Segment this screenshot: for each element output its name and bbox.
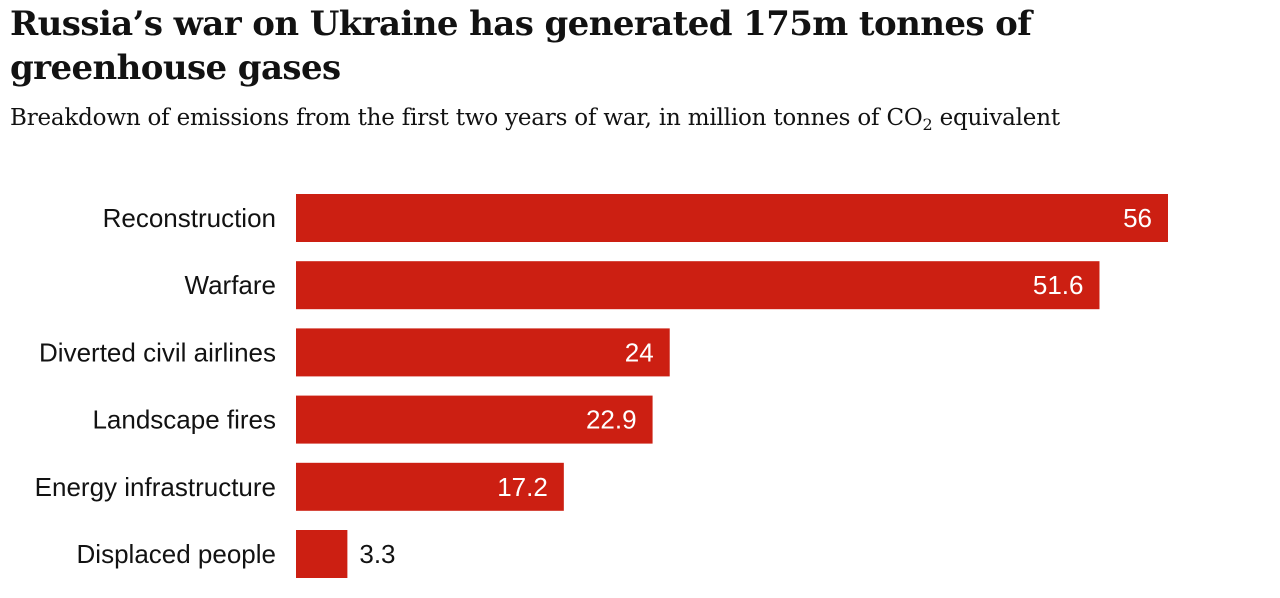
category-label-diverted-civil-airlines: Diverted civil airlines xyxy=(39,337,276,367)
chart-subtitle: Breakdown of emissions from the first tw… xyxy=(10,102,1060,134)
value-label-reconstruction: 56 xyxy=(1123,203,1152,233)
value-label-landscape-fires: 22.9 xyxy=(586,405,637,435)
subtitle-subscript: 2 xyxy=(922,115,933,134)
bar-reconstruction xyxy=(296,194,1168,242)
bar-diverted-civil-airlines xyxy=(296,328,670,377)
category-label-reconstruction: Reconstruction xyxy=(103,203,276,233)
bar-landscape-fires xyxy=(296,395,653,444)
bar-warfare xyxy=(296,261,1100,310)
category-label-energy-infrastructure: Energy infrastructure xyxy=(35,472,276,502)
value-label-energy-infrastructure: 17.2 xyxy=(497,472,548,502)
category-label-displaced-people: Displaced people xyxy=(77,539,276,569)
subtitle-text-end: equivalent xyxy=(932,105,1060,131)
bar-displaced-people xyxy=(296,530,348,578)
chart-title: Russia’s war on Ukraine has generated 17… xyxy=(10,4,1032,88)
value-label-displaced-people: 3.3 xyxy=(359,539,395,569)
value-label-diverted-civil-airlines: 24 xyxy=(625,337,654,367)
subtitle-text: Breakdown of emissions from the first tw… xyxy=(10,105,923,131)
category-label-warfare: Warfare xyxy=(185,270,277,300)
value-label-warfare: 51.6 xyxy=(1033,270,1084,300)
bar-energy-infrastructure xyxy=(296,462,564,511)
category-label-landscape-fires: Landscape fires xyxy=(92,405,276,435)
